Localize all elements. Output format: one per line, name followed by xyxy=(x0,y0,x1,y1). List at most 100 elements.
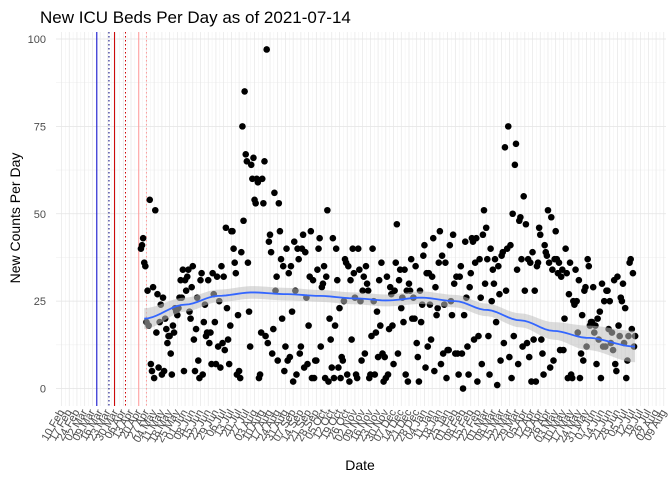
data-point xyxy=(522,220,530,228)
data-point xyxy=(619,280,627,287)
data-point xyxy=(413,339,421,347)
data-point xyxy=(289,378,297,385)
data-point xyxy=(142,262,149,270)
data-point xyxy=(401,266,408,273)
data-point xyxy=(414,353,422,361)
data-point xyxy=(235,367,243,375)
data-point xyxy=(437,360,445,368)
data-point xyxy=(192,325,200,333)
data-point xyxy=(242,151,250,158)
data-point xyxy=(606,297,614,305)
data-point xyxy=(549,266,556,273)
data-point xyxy=(239,123,246,130)
data-point xyxy=(317,343,325,350)
data-point xyxy=(148,367,156,375)
data-point xyxy=(519,343,526,350)
data-point xyxy=(218,262,225,270)
data-point xyxy=(293,371,300,378)
data-point xyxy=(420,252,427,259)
y-tick-label: 100 xyxy=(28,34,46,46)
data-point xyxy=(471,259,479,266)
y-tick-label: 25 xyxy=(34,296,46,308)
data-point xyxy=(557,273,565,280)
data-point xyxy=(448,311,456,319)
data-point xyxy=(477,294,484,301)
data-point xyxy=(339,357,347,364)
x-axis-title: Date xyxy=(345,457,375,473)
data-point xyxy=(204,276,212,284)
data-point xyxy=(199,371,207,378)
data-point xyxy=(190,336,198,343)
data-point xyxy=(197,276,204,284)
data-point xyxy=(343,371,351,378)
data-point xyxy=(614,273,621,280)
y-tick-label: 75 xyxy=(34,121,46,133)
data-point xyxy=(256,371,264,378)
data-point xyxy=(299,231,307,239)
data-point xyxy=(139,234,147,242)
data-point xyxy=(286,353,294,361)
data-point xyxy=(326,315,333,322)
data-point xyxy=(329,234,337,242)
data-point xyxy=(146,196,154,204)
data-point xyxy=(506,353,513,361)
data-point xyxy=(309,276,317,284)
data-point xyxy=(500,339,508,347)
data-point xyxy=(155,364,162,371)
data-point xyxy=(183,273,191,280)
data-point xyxy=(360,273,368,280)
data-point xyxy=(234,311,242,319)
data-points xyxy=(137,46,639,392)
data-point xyxy=(245,308,253,315)
data-point xyxy=(160,367,168,375)
data-point xyxy=(543,252,551,259)
data-point xyxy=(436,227,444,235)
data-point xyxy=(527,259,534,266)
data-point xyxy=(472,234,480,242)
data-point xyxy=(458,350,466,357)
data-point xyxy=(429,234,437,242)
data-point xyxy=(428,273,436,280)
data-point xyxy=(168,371,176,378)
data-point xyxy=(417,318,425,326)
data-point xyxy=(290,238,298,246)
data-point xyxy=(301,248,309,256)
data-point xyxy=(220,273,227,280)
data-point xyxy=(488,297,496,305)
data-point xyxy=(346,378,353,385)
data-point xyxy=(424,343,432,350)
data-point xyxy=(618,297,626,305)
data-point xyxy=(368,332,375,340)
data-point xyxy=(241,88,248,95)
data-point xyxy=(510,332,518,340)
data-point xyxy=(456,273,464,280)
data-point xyxy=(589,283,597,291)
data-point xyxy=(229,227,236,235)
data-point xyxy=(611,360,619,368)
data-point xyxy=(138,241,146,249)
data-point xyxy=(159,294,167,301)
data-point xyxy=(565,290,573,298)
data-point xyxy=(438,252,446,259)
data-point xyxy=(167,350,175,357)
data-point xyxy=(573,297,580,305)
data-point xyxy=(378,259,385,266)
data-point xyxy=(501,144,509,151)
data-point xyxy=(466,283,473,291)
data-point xyxy=(166,332,173,340)
data-point xyxy=(198,269,205,277)
data-point xyxy=(395,276,403,284)
data-point xyxy=(221,346,229,354)
data-point xyxy=(361,350,369,357)
data-point xyxy=(575,276,583,284)
data-point xyxy=(324,206,331,214)
data-point xyxy=(207,329,214,336)
confidence-band xyxy=(144,286,636,363)
data-point xyxy=(356,266,363,273)
data-point xyxy=(195,357,202,364)
data-point xyxy=(358,357,365,364)
data-point xyxy=(285,269,293,277)
data-point xyxy=(621,304,629,312)
data-point xyxy=(222,224,230,232)
data-point xyxy=(475,332,482,340)
